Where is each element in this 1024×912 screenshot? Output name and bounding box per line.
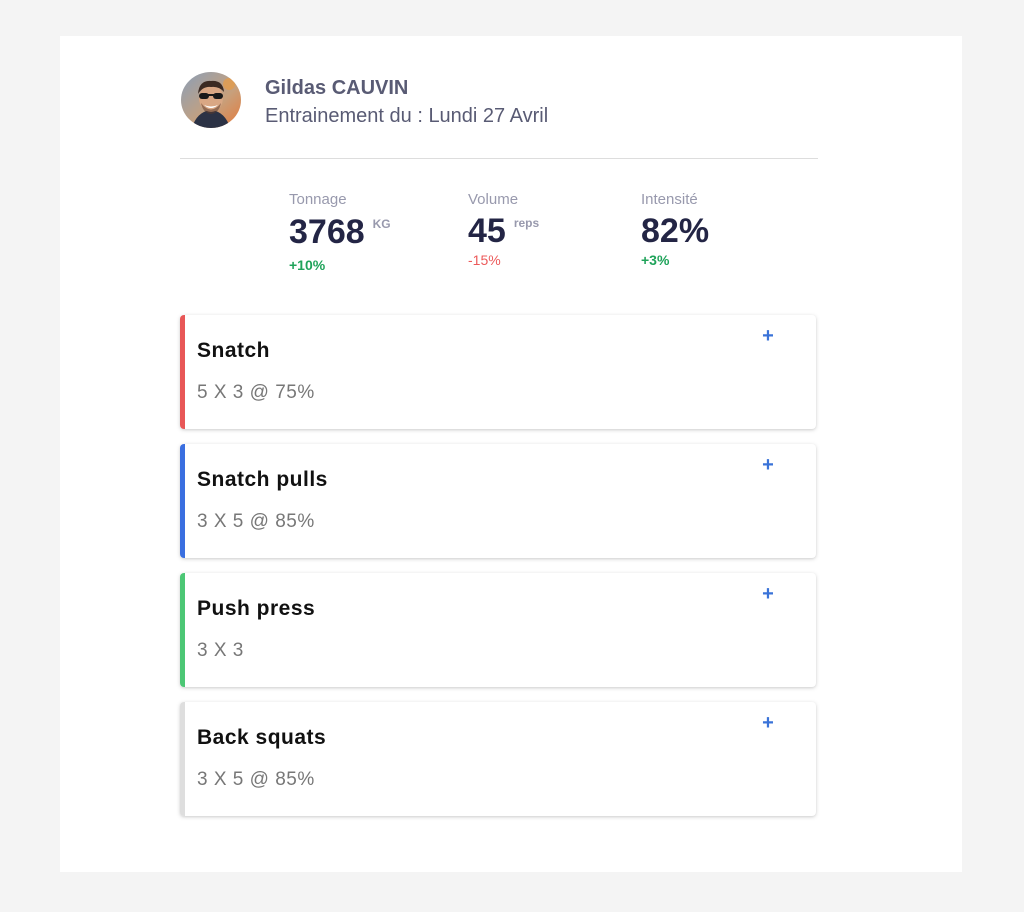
session-date: Entrainement du : Lundi 27 Avril: [265, 105, 548, 128]
stat-volume: Volume 45 reps -15%: [468, 191, 539, 268]
exercise-accent-bar: [180, 573, 185, 687]
workout-panel: Gildas CAUVIN Entrainement du : Lundi 27…: [60, 36, 962, 872]
add-set-button[interactable]: +: [762, 454, 774, 476]
exercise-card[interactable]: Snatch pulls 3 X 5 @ 85% +: [180, 444, 816, 558]
exercise-card[interactable]: Back squats 3 X 5 @ 85% +: [180, 702, 816, 816]
exercise-list: Snatch 5 X 3 @ 75% + Snatch pulls 3 X 5 …: [180, 315, 816, 831]
stat-volume-unit: reps: [513, 216, 540, 230]
exercise-accent-bar: [180, 444, 185, 558]
avatar-photo-icon: [181, 72, 241, 128]
exercise-card[interactable]: Snatch 5 X 3 @ 75% +: [180, 315, 816, 429]
stat-volume-value: 45: [468, 212, 506, 250]
user-header: [181, 72, 701, 136]
stat-tonnage-unit: KG: [372, 217, 391, 231]
exercise-scheme: 3 X 5 @ 85%: [197, 511, 315, 532]
exercise-card[interactable]: Push press 3 X 3 +: [180, 573, 816, 687]
stat-volume-delta: -15%: [468, 252, 501, 268]
session-date-value: Lundi 27 Avril: [428, 105, 549, 127]
stat-tonnage-label: Tonnage: [289, 191, 347, 208]
stat-tonnage-delta: +10%: [289, 257, 326, 273]
exercise-scheme: 3 X 5 @ 85%: [197, 769, 315, 790]
add-set-button[interactable]: +: [762, 712, 774, 734]
add-set-button[interactable]: +: [762, 325, 774, 347]
header-divider: [180, 158, 818, 159]
exercise-name: Snatch: [197, 339, 271, 362]
exercise-accent-bar: [180, 315, 185, 429]
exercise-name: Push press: [197, 597, 316, 620]
stat-tonnage: Tonnage 3768 KG +10%: [289, 191, 391, 273]
exercise-accent-bar: [180, 702, 185, 816]
exercise-name: Snatch pulls: [197, 468, 328, 491]
session-date-prefix: Entrainement du :: [265, 105, 429, 127]
stat-intensity-value: 82%: [641, 212, 710, 250]
user-name: Gildas CAUVIN: [265, 77, 409, 99]
add-set-button[interactable]: +: [762, 583, 774, 605]
stat-intensity-delta: +3%: [641, 252, 670, 268]
stat-intensity: Intensité 82% +3%: [641, 191, 709, 268]
exercise-scheme: 5 X 3 @ 75%: [197, 382, 315, 403]
exercise-name: Back squats: [197, 726, 327, 749]
stat-volume-label: Volume: [468, 191, 519, 208]
stat-intensity-label: Intensité: [641, 191, 698, 208]
stat-tonnage-value: 3768: [289, 213, 365, 251]
user-avatar[interactable]: [181, 72, 241, 128]
exercise-scheme: 3 X 3: [197, 640, 244, 661]
